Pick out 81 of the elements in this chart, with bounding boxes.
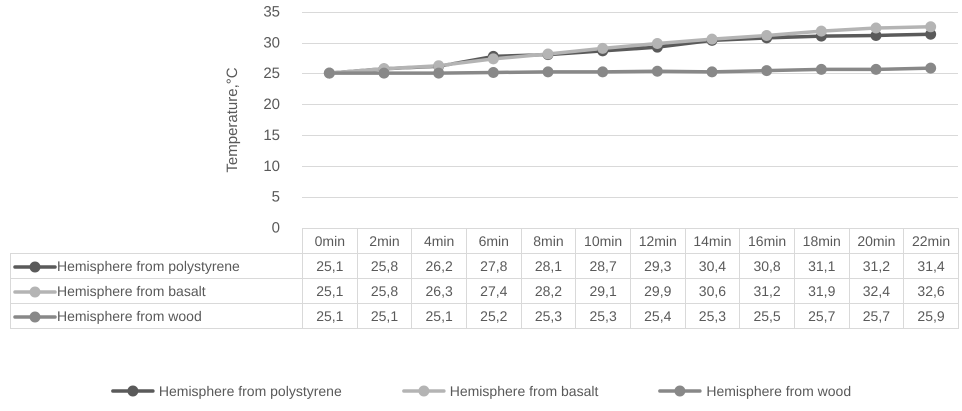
- legend-label: Hemisphere from polystyrene: [10, 254, 302, 278]
- data-label: 25,1: [302, 278, 358, 304]
- data-label: 28,7: [576, 254, 630, 278]
- y-tick-label: 35: [263, 4, 280, 20]
- y-axis-title: Temperature,°C: [224, 67, 241, 173]
- data-label: 25,1: [357, 304, 412, 328]
- data-label: 31,1: [794, 254, 850, 278]
- y-tick-label: 0: [272, 220, 280, 236]
- legend-label: Hemisphere from basalt: [10, 278, 302, 304]
- point: [378, 68, 390, 79]
- data-label: 30,6: [685, 278, 740, 304]
- data-label: 28,2: [521, 278, 576, 304]
- data-label: 25,3: [576, 304, 630, 328]
- x-tick-label: 0min: [302, 228, 358, 254]
- point: [870, 22, 882, 34]
- data-label: 25,8: [357, 278, 412, 304]
- data-label: 25,3: [685, 304, 740, 328]
- point: [433, 68, 444, 79]
- data-label: 32,4: [849, 278, 904, 304]
- data-label: 31,2: [740, 278, 794, 304]
- y-tick-label: 15: [263, 126, 280, 144]
- data-label: 30,4: [685, 254, 740, 278]
- x-tick-label: 4min: [412, 228, 466, 254]
- point: [925, 62, 936, 74]
- data-label: 29,1: [576, 278, 630, 304]
- y-tick-label: 5: [272, 188, 280, 206]
- x-tick-label: 8min: [521, 228, 576, 254]
- data-label: 27,8: [466, 254, 522, 278]
- point: [597, 42, 608, 54]
- data-label: 31,4: [904, 254, 958, 278]
- data-label: 27,4: [466, 278, 522, 304]
- data-label: 25,7: [794, 304, 850, 328]
- data-label: 30,8: [740, 254, 794, 278]
- y-tick-label: 30: [263, 34, 280, 52]
- x-tick-label: 14min: [685, 228, 740, 254]
- data-label: 31,2: [849, 254, 904, 278]
- point: [488, 53, 499, 64]
- x-tick-label: 18min: [794, 228, 850, 254]
- data-label: 29,3: [630, 254, 686, 278]
- data-label: 25,7: [849, 304, 904, 328]
- y-tick-label: 20: [263, 96, 280, 114]
- data-label: 26,3: [412, 278, 466, 304]
- data-label: 25,3: [521, 304, 576, 328]
- data-label: 26,2: [412, 254, 466, 278]
- data-label: 28,1: [521, 254, 576, 278]
- text: Hemisphere from polystyrene: [158, 383, 342, 399]
- y-tick-label: 10: [263, 158, 280, 175]
- point: [816, 26, 827, 37]
- point: [542, 66, 554, 78]
- point: [652, 66, 663, 77]
- data-label: 29,9: [630, 278, 686, 304]
- point: [597, 66, 608, 78]
- x-tick-label: 2min: [357, 228, 412, 254]
- data-label: 25,2: [466, 304, 522, 328]
- x-tick-label: 6min: [466, 228, 522, 254]
- point: [761, 65, 772, 76]
- text: Hemisphere from wood: [706, 383, 852, 399]
- x-tick-label: 16min: [740, 228, 794, 254]
- data-label: 25,1: [302, 304, 358, 328]
- x-tick-label: 20min: [849, 228, 904, 254]
- point: [488, 66, 499, 78]
- x-tick-label: 22min: [904, 228, 958, 254]
- point: [870, 64, 882, 75]
- data-label: 25,8: [357, 254, 412, 278]
- data-label: 25,1: [302, 254, 358, 278]
- data-label: 25,4: [630, 304, 686, 328]
- point: [706, 66, 718, 78]
- data-label: 25,5: [740, 304, 794, 328]
- x-tick-label: 10min: [576, 228, 630, 254]
- text: Hemisphere from basalt: [450, 383, 598, 399]
- point: [652, 38, 663, 49]
- x-tick-label: 12min: [630, 228, 686, 254]
- data-label: 32,6: [904, 278, 958, 304]
- legend-label: Hemisphere from wood: [10, 304, 302, 328]
- y-tick-label: 25: [263, 65, 280, 82]
- data-label: 31,9: [794, 278, 850, 304]
- data-label: 25,9: [904, 304, 958, 328]
- point: [761, 30, 772, 41]
- point: [816, 64, 827, 75]
- data-label: 25,1: [412, 304, 466, 328]
- point: [925, 21, 936, 32]
